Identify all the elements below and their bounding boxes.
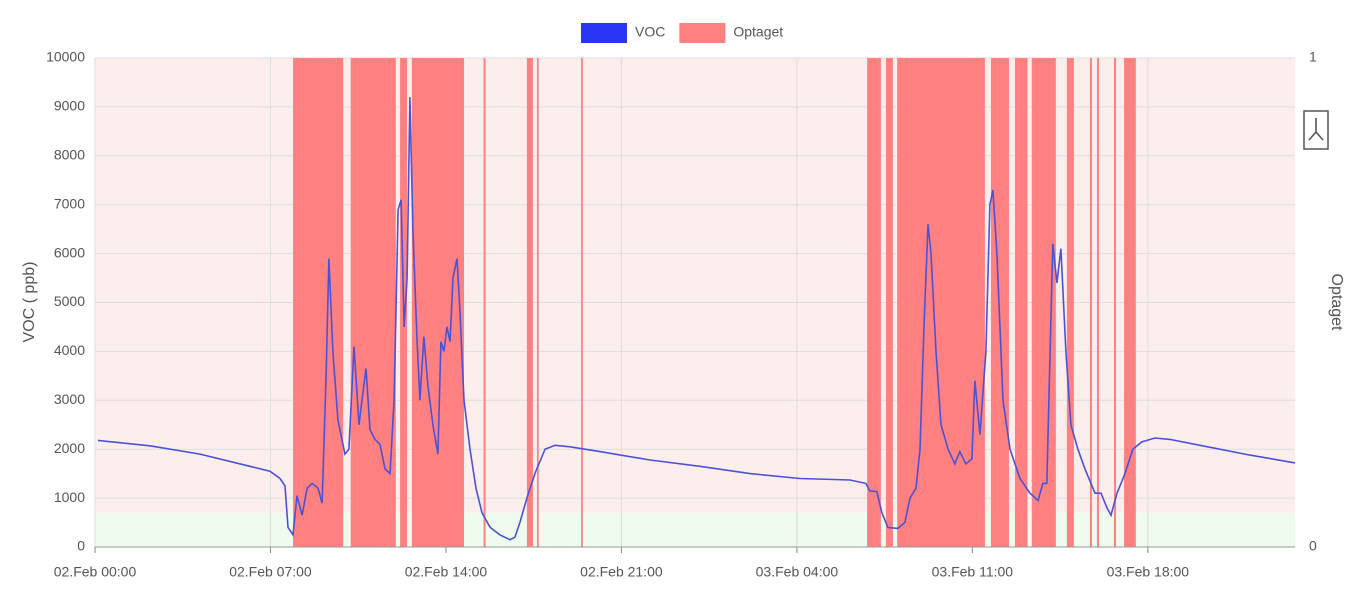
occupied-band [1124, 58, 1136, 547]
occupied-band [536, 58, 539, 547]
pdf-icon[interactable] [1308, 118, 1324, 141]
x-tick-label: 03.Feb 18:00 [1107, 564, 1190, 580]
y-tick-label: 1000 [54, 489, 85, 505]
y-tick-label: 2000 [54, 440, 85, 456]
pdf-icon-frame[interactable] [1303, 110, 1329, 150]
occupied-band [293, 58, 344, 547]
y-tick-label: 9000 [54, 98, 85, 114]
x-tick-label: 03.Feb 04:00 [756, 564, 839, 580]
occupied-band [581, 58, 583, 547]
legend-swatch [679, 23, 726, 43]
occupied-band [350, 58, 396, 547]
occupied-band [1014, 58, 1028, 547]
occupied-band [1096, 58, 1099, 547]
occupied-band [897, 58, 985, 547]
x-tick-label: 02.Feb 07:00 [229, 564, 312, 580]
occupied-band [990, 58, 1009, 547]
x-tick-label: 03.Feb 11:00 [932, 564, 1014, 580]
voc-line [97, 97, 1296, 541]
occupied-band [1031, 58, 1056, 547]
occupied-band [411, 58, 464, 547]
y-tick-label: 8000 [54, 147, 85, 163]
x-tick-label: 02.Feb 21:00 [580, 564, 663, 580]
y2-tick-label: 0 [1309, 538, 1317, 554]
y-tick-label: 7000 [54, 195, 85, 211]
occupied-band [1066, 58, 1074, 547]
occupied-band [1089, 58, 1092, 547]
y-tick-label: 4000 [54, 342, 85, 358]
pdf-button[interactable] [1303, 110, 1329, 150]
y-axis-label: VOC ( ppb) [21, 262, 38, 343]
y-tick-label: 0 [77, 538, 85, 554]
occupied-band [526, 58, 533, 547]
legend-label: Optaget [733, 24, 783, 40]
y2-tick-label: 1 [1309, 49, 1317, 65]
y-tick-label: 10000 [46, 49, 85, 65]
occupied-band [1114, 58, 1117, 547]
y-tick-label: 6000 [54, 244, 85, 260]
occupied-band [867, 58, 881, 547]
y-tick-label: 5000 [54, 293, 85, 309]
legend-swatch [581, 23, 627, 43]
occupied-band [483, 58, 486, 547]
y2-axis-label: Optaget [1328, 274, 1345, 331]
occupied-band [885, 58, 893, 547]
x-tick-label: 02.Feb 00:00 [54, 564, 137, 580]
x-tick-label: 02.Feb 14:00 [405, 564, 488, 580]
legend-label: VOC [635, 24, 665, 40]
y-tick-label: 3000 [54, 391, 85, 407]
